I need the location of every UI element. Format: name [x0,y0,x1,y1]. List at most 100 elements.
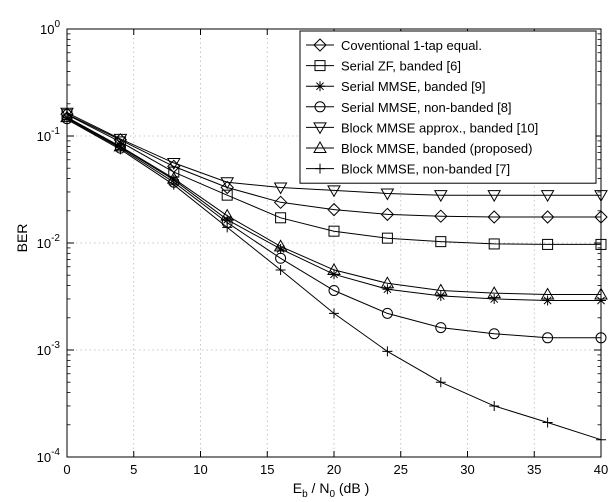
data-point-circle [488,328,500,340]
data-point-triangle-down [113,133,128,146]
series-diamond [60,107,608,224]
data-point-circle [381,307,393,319]
data-point-circle [275,252,287,264]
series-line [66,113,601,218]
data-point-diamond [380,207,395,222]
series-line [66,118,601,339]
legend-entry: Coventional 1-tap equal. [306,38,482,53]
data-point-triangle-down [380,188,395,201]
x-tick-label: 5 [130,462,137,477]
data-point-asterisk [275,243,286,254]
data-point-plus [115,144,126,155]
legend-entry: Serial MMSE, banded [9] [306,79,486,94]
data-point-square [221,189,233,201]
data-point-plus [222,222,233,233]
legend-marker-triangle-up [313,140,327,153]
data-point-diamond [273,195,288,210]
y-tick-label: 10-4 [37,447,61,465]
data-point-square [542,238,554,250]
legend-label: Serial ZF, banded [6] [341,59,461,74]
y-tick-label: 10-1 [37,126,61,144]
data-point-asterisk [168,174,179,185]
x-tick-label: 10 [193,462,207,477]
legend-entry: Serial ZF, banded [6] [306,59,461,74]
data-point-square [488,238,500,250]
data-point-square [275,212,287,224]
x-axis-label: Eb / N0 (dB ) [293,480,369,500]
legend-entry: Block MMSE, non-banded [7] [306,162,510,177]
data-point-circle [328,284,340,296]
data-point-plus [168,179,179,190]
data-point-square [328,225,340,237]
data-point-asterisk [542,295,553,306]
data-point-asterisk [382,284,393,295]
data-point-plus [382,346,393,357]
legend: Coventional 1-tap equal. Serial ZF, bande… [299,30,597,184]
data-point-square [435,236,447,248]
data-point-triangle-up [380,276,395,289]
data-point-circle [542,332,554,344]
legend-entry: Block MMSE, banded (proposed) [306,140,532,156]
data-point-diamond [487,210,501,224]
data-point-plus [275,264,286,275]
series-line [66,116,601,295]
legend-marker-circle [314,101,326,113]
data-point-triangle-down [433,190,448,203]
data-point-triangle-down [327,185,341,198]
data-point-plus [329,308,339,319]
legend-entry: Serial MMSE, non-banded [8] [306,100,512,115]
data-point-plus [542,417,553,428]
legend-label: Serial MMSE, non-banded [8] [341,100,512,115]
data-point-asterisk [435,290,446,301]
data-point-triangle-down [220,177,235,190]
data-point-square [381,232,393,244]
series-line [66,114,601,245]
legend-marker-triangle-down [313,122,327,135]
legend-marker-diamond [313,38,327,52]
legend-label: Block MMSE, banded (proposed) [341,141,532,156]
y-tick-label: 10-3 [37,340,61,358]
legend-label: Serial MMSE, banded [9] [341,79,486,94]
data-point-triangle-up [273,239,288,252]
legend-entry: Block MMSE approx., banded [10] [306,120,538,135]
legend-marker-asterisk [315,81,325,92]
data-point-triangle-down [540,190,555,203]
x-tick-label: 20 [327,462,341,477]
data-point-asterisk [489,293,500,304]
data-point-triangle-up [327,262,341,275]
x-tick-label: 35 [527,462,541,477]
x-tick-label: 25 [394,462,408,477]
data-point-diamond [327,202,341,217]
legend-marker-square [314,60,326,72]
data-point-triangle-down [487,190,502,203]
data-point-triangle-up [220,208,235,221]
series-line [66,112,601,196]
data-point-triangle-down [273,182,288,195]
y-axis-label: BER [14,224,30,253]
legend-label: Coventional 1-tap equal. [341,38,482,53]
legend-label: Block MMSE approx., banded [10] [341,120,538,135]
data-point-diamond [540,210,555,224]
data-point-diamond [220,180,234,195]
data-point-triangle-down [166,157,181,170]
y-tick-label: 100 [40,19,60,37]
x-tick-label: 0 [63,462,70,477]
legend-label: Block MMSE, non-banded [7] [341,162,510,177]
legend-box [299,30,597,184]
x-tick-label: 15 [260,462,274,477]
x-tick-labels: 0 5 10 15 20 25 30 35 40 [63,462,608,477]
data-point-diamond [434,209,448,223]
data-point-plus [435,377,446,388]
data-point-triangle-up [487,286,502,299]
data-point-triangle-up [433,283,448,296]
legend-marker-plus [315,163,325,174]
series-triangle-down [60,107,608,203]
series-layer [60,107,608,445]
x-tick-label: 30 [460,462,474,477]
y-tick-label: 10-2 [37,233,61,251]
data-point-triangle-up [540,287,555,300]
data-point-plus [489,400,500,411]
y-tick-labels: 10-4 10-3 10-2 10-1 100 [37,19,61,465]
x-tick-label: 40 [594,462,608,477]
